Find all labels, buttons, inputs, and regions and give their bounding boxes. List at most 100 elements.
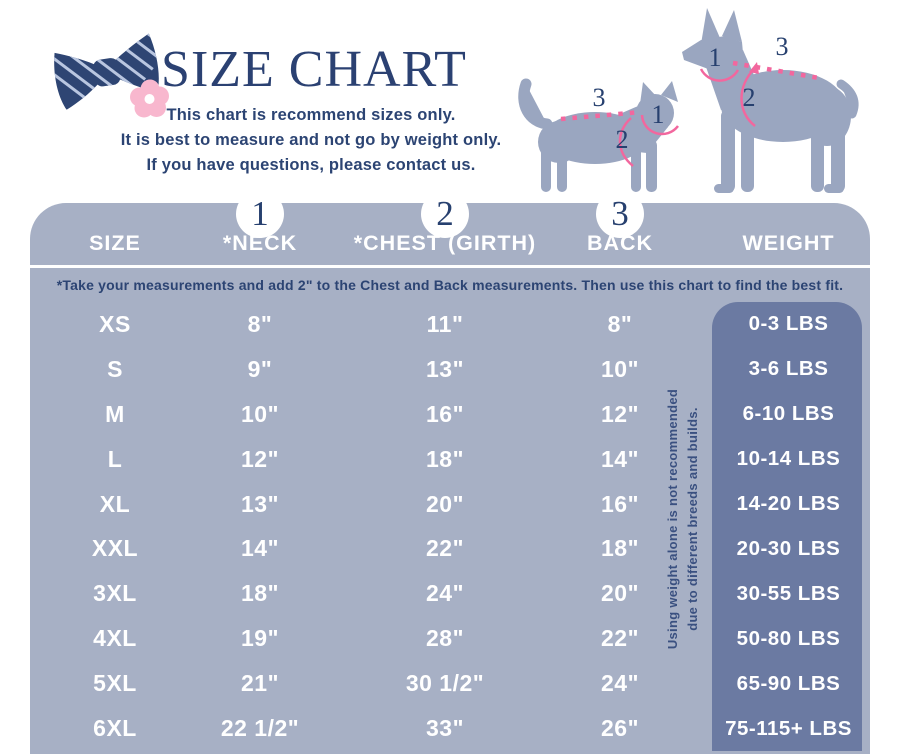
cat-neck-measure-arc xyxy=(640,114,680,136)
chest-cell: 33" xyxy=(426,715,464,742)
chest-cell: 16" xyxy=(426,400,464,427)
chest-cell: 30 1/2" xyxy=(405,670,485,697)
dog-illustration xyxy=(682,8,859,193)
size-cell: M xyxy=(105,400,125,427)
measurement-note: *Take your measurements and add 2" to th… xyxy=(56,277,844,293)
size-cell: XL xyxy=(99,490,131,517)
back-cell: 18" xyxy=(601,535,639,562)
back-cell: 26" xyxy=(601,715,639,742)
table-body: XS 8" 11" 8" 0-3 LBS S 9" 13" 10" 3-6 LB… xyxy=(30,302,870,751)
size-cell: 5XL xyxy=(93,670,137,697)
size-cell: 6XL xyxy=(93,715,137,742)
back-cell: 14" xyxy=(601,445,639,472)
weight-panel xyxy=(712,302,862,751)
neck-cell: 10" xyxy=(241,400,279,427)
table-row: 4XL 19" 28" 22" 50-80 LBS xyxy=(30,616,870,661)
dog-chest-measure-arc xyxy=(740,67,756,127)
weight-cell: 20-30 LBS xyxy=(736,536,841,560)
back-cell: 20" xyxy=(601,580,639,607)
marker-circle-neck-number: 1 xyxy=(251,194,269,233)
dog-neck-marker: 1 xyxy=(709,43,722,72)
size-cell: 3XL xyxy=(93,580,137,607)
column-header-size: SIZE xyxy=(89,231,141,255)
subtitle-line: This chart is recommend sizes only. xyxy=(166,106,456,124)
dog-back-measure-line xyxy=(732,60,820,81)
cat-chest-marker: 2 xyxy=(616,125,629,154)
weight-cell: 14-20 LBS xyxy=(736,492,841,516)
neck-cell: 18" xyxy=(241,580,279,607)
size-cell: L xyxy=(107,445,123,472)
table-row: 5XL 21" 30 1/2" 24" 65-90 LBS xyxy=(30,661,870,706)
chest-cell: 28" xyxy=(426,625,464,652)
marker-circle-neck: 1 xyxy=(236,190,284,238)
chest-cell: 24" xyxy=(426,580,464,607)
table-row: M 10" 16" 12" 6-10 LBS xyxy=(30,392,870,437)
table-row: 3XL 18" 24" 20" 30-55 LBS xyxy=(30,571,870,616)
back-cell: 16" xyxy=(601,490,639,517)
back-cell: 12" xyxy=(601,400,639,427)
chest-cell: 18" xyxy=(426,445,464,472)
table-row: XL 13" 20" 16" 14-20 LBS xyxy=(30,482,870,527)
flower-icon xyxy=(130,79,169,118)
marker-circle-back: 3 xyxy=(596,190,644,238)
marker-circle-chest: 2 xyxy=(421,190,469,238)
cat-neck-marker: 1 xyxy=(652,100,665,129)
cat-chest-measure-arc xyxy=(618,117,634,167)
back-cell: 24" xyxy=(601,670,639,697)
column-header-weight: WEIGHT xyxy=(742,231,835,255)
marker-circle-back-number: 3 xyxy=(611,194,629,233)
table-row: L 12" 18" 14" 10-14 LBS xyxy=(30,437,870,482)
chest-cell: 13" xyxy=(426,355,464,382)
chest-cell: 20" xyxy=(426,490,464,517)
weight-disclaimer-line: Using weight alone is not recommended xyxy=(665,388,680,650)
neck-cell: 19" xyxy=(241,625,279,652)
back-cell: 8" xyxy=(607,310,633,337)
size-table: 1 2 3 SIZE *NECK *CHEST (GIRTH) BACK WEI… xyxy=(30,190,870,754)
weight-disclaimer: Using weight alone is not recommended du… xyxy=(663,309,705,729)
weight-cell: 3-6 LBS xyxy=(748,357,829,381)
chest-cell: 22" xyxy=(426,535,464,562)
back-cell: 22" xyxy=(601,625,639,652)
size-cell: S xyxy=(107,355,123,382)
neck-cell: 21" xyxy=(241,670,279,697)
neck-cell: 22 1/2" xyxy=(220,715,300,742)
dog-chest-arrowhead xyxy=(749,62,759,74)
neck-cell: 12" xyxy=(241,445,279,472)
size-cell: XXL xyxy=(91,535,139,562)
size-cell: 4XL xyxy=(93,625,137,652)
table-header-row: SIZE *NECK *CHEST (GIRTH) BACK WEIGHT xyxy=(30,203,870,268)
neck-cell: 9" xyxy=(247,355,273,382)
dog-back-marker: 3 xyxy=(776,32,789,61)
subtitle-line: It is best to measure and not go by weig… xyxy=(120,131,502,149)
weight-disclaimer-line: due to different breeds and builds. xyxy=(684,407,700,631)
subtitle: This chart is recommend sizes only. It i… xyxy=(80,103,542,178)
table-row: 6XL 22 1/2" 33" 26" 75-115+ LBS xyxy=(30,706,870,751)
dog-neck-measure-arc xyxy=(699,68,740,82)
weight-cell: 65-90 LBS xyxy=(736,671,841,695)
table-row: XS 8" 11" 8" 0-3 LBS xyxy=(30,302,870,347)
page-title: SIZE CHART xyxy=(161,41,467,98)
weight-cell: 6-10 LBS xyxy=(742,402,835,426)
weight-cell: 30-55 LBS xyxy=(736,581,841,605)
cat-back-measure-line xyxy=(560,109,642,122)
table-row: S 9" 13" 10" 3-6 LBS xyxy=(30,347,870,392)
pet-measurement-illustration: 3 1 2 1 2 3 xyxy=(518,8,859,193)
neck-cell: 13" xyxy=(241,490,279,517)
cat-back-marker: 3 xyxy=(593,83,606,112)
cat-illustration xyxy=(518,78,678,192)
size-cell: XS xyxy=(99,310,131,337)
chest-cell: 11" xyxy=(426,310,464,337)
bowtie-flower-logo xyxy=(53,32,169,118)
subtitle-line: If you have questions, please contact us… xyxy=(146,156,476,174)
weight-cell: 50-80 LBS xyxy=(736,626,841,650)
marker-circle-chest-number: 2 xyxy=(436,194,454,233)
weight-cell: 0-3 LBS xyxy=(748,312,829,336)
dog-chest-marker: 2 xyxy=(743,83,756,112)
weight-cell: 10-14 LBS xyxy=(736,447,841,471)
weight-cell: 75-115+ LBS xyxy=(725,716,852,740)
neck-cell: 8" xyxy=(247,310,273,337)
table-row: XXL 14" 22" 18" 20-30 LBS xyxy=(30,527,870,572)
neck-cell: 14" xyxy=(241,535,279,562)
back-cell: 10" xyxy=(601,355,639,382)
